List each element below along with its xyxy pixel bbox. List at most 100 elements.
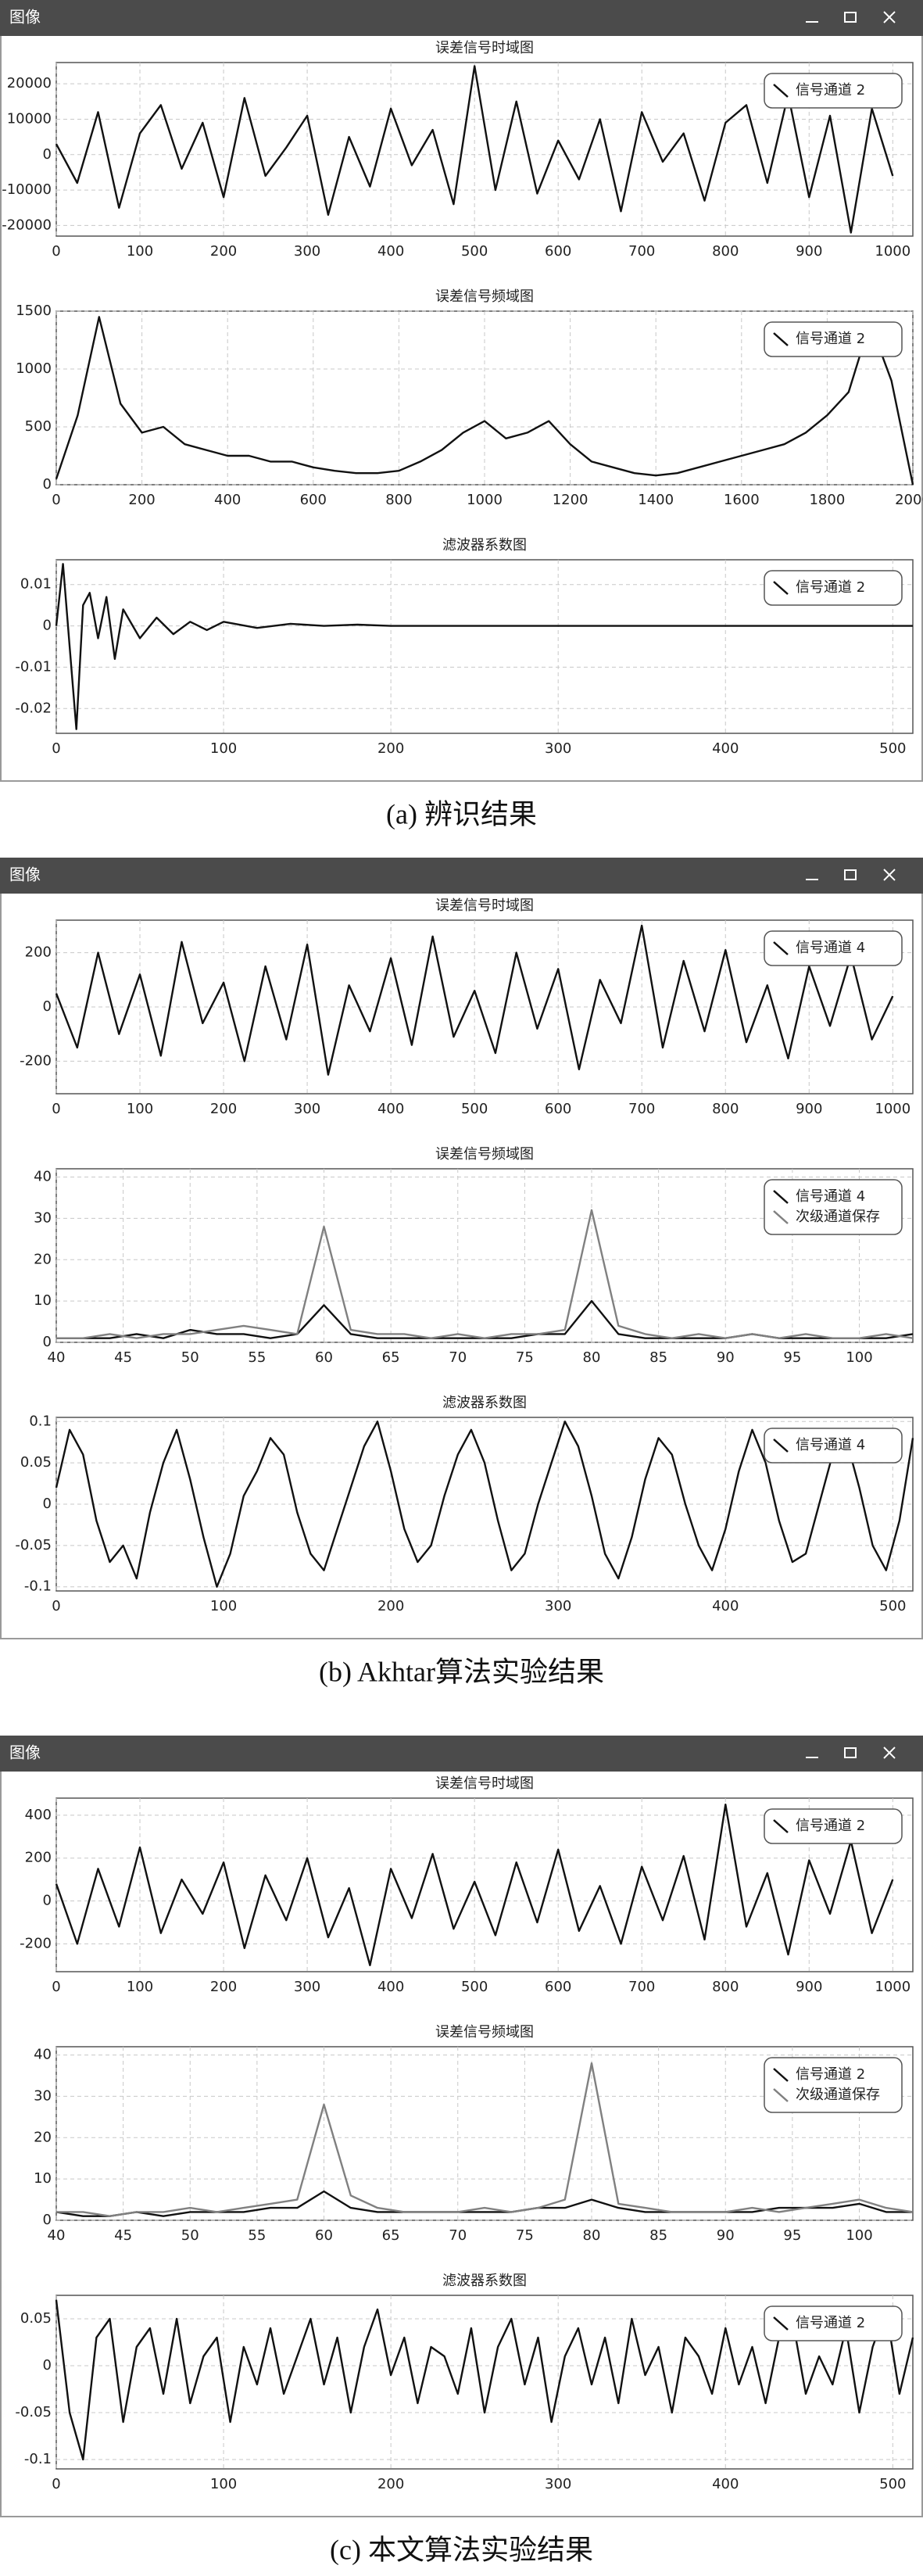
- x-tick-label: 0: [52, 1101, 60, 1117]
- y-tick-label: 40: [34, 2047, 52, 2063]
- x-tick-label: 90: [717, 1349, 735, 1366]
- y-tick-label: 10000: [7, 110, 52, 127]
- chart-title: 滤波器系数图: [442, 1395, 527, 1411]
- x-tick-label: 700: [628, 1979, 655, 1995]
- y-tick-label: -200: [20, 1052, 52, 1069]
- close-button[interactable]: [883, 11, 896, 23]
- y-tick-label: 40: [34, 1169, 52, 1185]
- x-tick-label: 400: [214, 492, 241, 508]
- y-tick-label: 200: [25, 944, 52, 961]
- x-tick-label: 60: [315, 2227, 333, 2244]
- chart-title: 误差信号频域图: [435, 2024, 534, 2040]
- legend-label: 信号通道 4: [796, 1188, 865, 1205]
- x-tick-label: 100: [127, 243, 153, 260]
- maximize-button[interactable]: [844, 1747, 857, 1758]
- legend-swatch: [773, 332, 789, 346]
- y-tick-label: 0: [43, 1893, 52, 1909]
- close-button[interactable]: [883, 1747, 896, 1759]
- y-tick-label: 10: [34, 2170, 52, 2187]
- legend-label: 次级通道保存: [796, 2087, 880, 2103]
- title-bar: [0, 0, 923, 36]
- x-tick-label: 70: [449, 2227, 467, 2244]
- x-tick-label: 100: [210, 1598, 237, 1614]
- x-tick-label: 55: [248, 1349, 266, 1366]
- close-button[interactable]: [883, 869, 896, 881]
- x-tick-label: 40: [48, 2227, 66, 2244]
- legend-swatch: [773, 2316, 789, 2331]
- legend-label: 信号通道 2: [796, 579, 865, 596]
- x-tick-label: 100: [210, 2476, 237, 2492]
- y-tick-label: 20: [34, 1251, 52, 1267]
- legend-swatch: [773, 2088, 789, 2102]
- y-tick-label: 0: [43, 1334, 52, 1350]
- x-tick-label: 2000: [895, 492, 923, 508]
- maximize-button[interactable]: [844, 869, 857, 880]
- x-tick-label: 1000: [875, 243, 910, 260]
- x-tick-label: 400: [712, 1598, 739, 1614]
- x-tick-label: 700: [628, 1101, 655, 1117]
- series-line: [55, 316, 914, 485]
- series-line: [56, 2062, 914, 2217]
- x-tick-label: 0: [52, 492, 60, 508]
- y-tick-label: 20000: [7, 75, 52, 91]
- x-tick-label: 800: [712, 1979, 739, 1995]
- x-tick-label: 600: [545, 1101, 571, 1117]
- chart-title: 误差信号频域图: [435, 1146, 534, 1163]
- series-line: [55, 1421, 914, 1588]
- x-tick-label: 800: [712, 1101, 739, 1117]
- x-tick-label: 200: [377, 2476, 404, 2492]
- x-tick-label: 600: [545, 1979, 571, 1995]
- x-tick-label: 100: [127, 1979, 153, 1995]
- x-tick-label: 300: [545, 1598, 571, 1614]
- x-tick-label: 95: [783, 1349, 801, 1366]
- x-tick-label: 200: [210, 1101, 237, 1117]
- legend-label: 信号通道 2: [796, 2066, 865, 2083]
- chart-title: 滤波器系数图: [442, 537, 527, 554]
- x-tick-label: 60: [315, 1349, 333, 1366]
- legend-box: [764, 1179, 903, 1235]
- legend-label: 信号通道 2: [796, 1818, 865, 1834]
- y-tick-label: -0.1: [24, 1578, 52, 1595]
- y-tick-label: 0.01: [20, 576, 52, 593]
- y-tick-label: -0.02: [15, 700, 52, 716]
- legend-box: [764, 2306, 903, 2341]
- legend-swatch: [773, 84, 789, 98]
- legend-box: [764, 73, 903, 109]
- x-tick-label: 900: [796, 243, 822, 260]
- caption: (c) 本文算法实验结果: [330, 2534, 593, 2565]
- x-tick-label: 300: [294, 1979, 320, 1995]
- y-tick-label: 500: [25, 418, 52, 435]
- x-tick-label: 0: [52, 1598, 60, 1614]
- x-tick-label: 1000: [467, 492, 503, 508]
- x-tick-label: 95: [783, 2227, 801, 2244]
- y-tick-label: 1500: [16, 303, 52, 319]
- y-tick-label: -20000: [2, 217, 52, 233]
- x-tick-label: 800: [385, 492, 412, 508]
- caption: (b) Akhtar算法实验结果: [319, 1656, 604, 1687]
- y-tick-label: -200: [20, 1935, 52, 1951]
- y-tick-label: 30: [34, 1209, 52, 1226]
- series-line: [55, 924, 894, 1076]
- x-tick-label: 200: [377, 1598, 404, 1614]
- x-tick-label: 300: [294, 243, 320, 260]
- maximize-button[interactable]: [844, 12, 857, 23]
- x-tick-label: 45: [114, 1349, 132, 1366]
- y-tick-label: -0.1: [24, 2451, 52, 2467]
- x-tick-label: 400: [377, 1101, 404, 1117]
- y-tick-label: -0.05: [15, 1537, 52, 1553]
- y-tick-label: 0: [43, 618, 52, 634]
- series-line: [55, 2299, 914, 2461]
- legend-box: [764, 930, 903, 966]
- x-tick-label: 500: [879, 740, 906, 757]
- x-tick-label: 200: [210, 1979, 237, 1995]
- x-tick-label: 0: [52, 2476, 60, 2492]
- x-tick-label: 300: [545, 740, 571, 757]
- legend-swatch: [773, 1210, 789, 1224]
- x-tick-label: 400: [712, 2476, 739, 2492]
- x-tick-label: 400: [377, 1979, 404, 1995]
- legend-swatch: [773, 1819, 789, 1833]
- x-tick-label: 75: [516, 2227, 534, 2244]
- x-tick-label: 500: [879, 2476, 906, 2492]
- y-tick-label: 200: [25, 1850, 52, 1866]
